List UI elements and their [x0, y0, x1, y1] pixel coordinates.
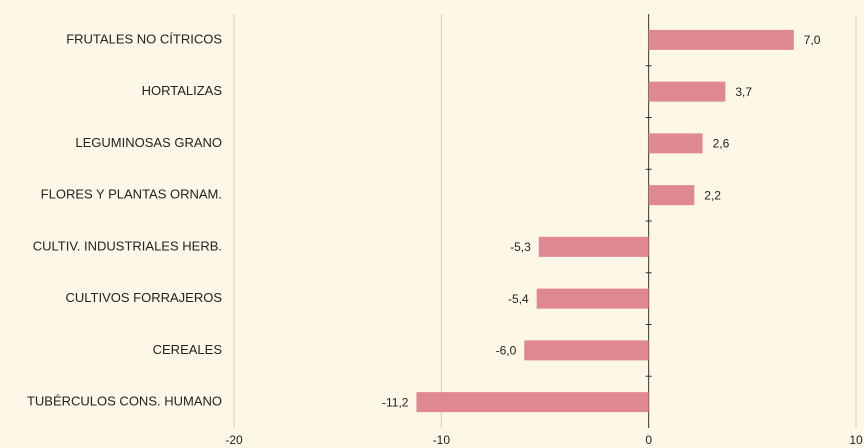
- value-label: -11,2: [382, 395, 409, 409]
- x-tick-label: -20: [225, 433, 243, 447]
- y-tick-label: HORTALIZAS: [142, 83, 223, 98]
- y-tick-label: CULTIV. INDUSTRIALES HERB.: [33, 238, 222, 253]
- value-label: -6,0: [496, 344, 517, 358]
- bar: [648, 133, 703, 154]
- bar: [416, 392, 649, 413]
- bar: [648, 185, 695, 206]
- value-label: 2,6: [713, 137, 730, 151]
- y-tick-label: FLORES Y PLANTAS ORNAM.: [41, 187, 222, 202]
- value-label: 7,0: [804, 33, 821, 47]
- value-label: 2,2: [704, 188, 721, 202]
- bar: [536, 288, 649, 309]
- value-label: -5,4: [508, 292, 529, 306]
- y-tick-label: CEREALES: [153, 342, 223, 357]
- bar: [524, 340, 649, 361]
- y-tick-label: TUBÉRCULOS CONS. HUMANO: [27, 394, 222, 409]
- bar: [648, 81, 726, 102]
- bar: [648, 29, 794, 50]
- x-tick-label: 10: [849, 433, 863, 447]
- y-tick-label: FRUTALES NO CÍTRICOS: [66, 31, 222, 46]
- value-label: -5,3: [510, 240, 531, 254]
- x-tick-label: 0: [645, 433, 652, 447]
- y-tick-label: LEGUMINOSAS GRANO: [75, 135, 222, 150]
- bar: [538, 236, 649, 257]
- x-tick-label: -10: [433, 433, 451, 447]
- y-tick-label: CULTIVOS FORRAJEROS: [65, 290, 222, 305]
- value-label: 3,7: [735, 85, 752, 99]
